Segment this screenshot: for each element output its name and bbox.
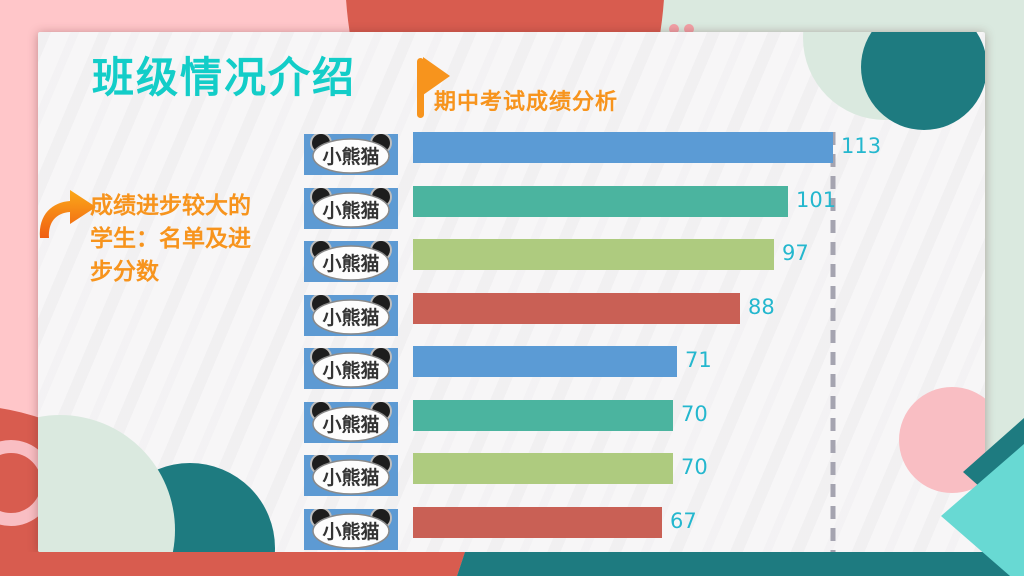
bar	[413, 239, 774, 270]
corner-triangles	[941, 418, 1024, 576]
bar	[413, 185, 788, 217]
bar	[413, 132, 833, 163]
panda-face	[312, 298, 390, 335]
decor-pink-dot	[669, 24, 679, 34]
bottom-strip-coral	[0, 552, 465, 576]
panda-label: 小熊猫	[322, 145, 379, 168]
bar	[413, 453, 673, 484]
chart-row: 小熊猫 113	[38, 132, 985, 180]
decor-cyan-triangle	[941, 444, 1024, 576]
chart-row: 小熊猫 88	[38, 292, 985, 341]
chart-row: 小熊猫 67	[38, 506, 985, 553]
page-title: 班级情况介绍	[92, 53, 357, 102]
chart-row: 小熊猫 70	[38, 453, 985, 501]
bar-value: 97	[782, 241, 809, 265]
panda-badge: 小熊猫	[304, 241, 398, 282]
decor-pink-dot	[684, 24, 694, 34]
panda-badge: 小熊猫	[304, 134, 398, 175]
bar-value: 113	[841, 134, 882, 158]
panda-badge: 小熊猫	[304, 508, 398, 550]
panda-label: 小熊猫	[322, 466, 379, 489]
arrow-icon	[39, 190, 96, 238]
side-note: 成绩进步较大的学生：名单及进步分数	[90, 193, 251, 285]
panda-badge: 小熊猫	[304, 187, 398, 229]
panda-label: 小熊猫	[322, 199, 379, 222]
panda-badge: 小熊猫	[304, 455, 398, 496]
bar	[413, 399, 673, 431]
panda-label: 小熊猫	[322, 306, 379, 329]
panda-label: 小熊猫	[322, 252, 379, 275]
chart-title: 期中考试成绩分析	[434, 90, 619, 115]
chart-row: 小熊猫 101	[38, 185, 985, 234]
panda-badge: 小熊猫	[304, 401, 398, 443]
panda-badge: 小熊猫	[304, 294, 398, 336]
panda-face	[312, 405, 390, 442]
panda-face	[312, 138, 390, 174]
bar-value: 88	[748, 294, 775, 319]
reference-dashed-line	[830, 132, 836, 552]
bar-chart: 小熊猫 113 小熊猫 101 小熊猫 97 小熊猫 88 小熊猫 71 小熊猫…	[38, 32, 985, 552]
panda-face	[312, 459, 390, 495]
bar-value: 70	[681, 401, 708, 426]
slide-card: 班级情况介绍 期中考试成绩分析 成绩进步较大的学生：名单及进步分数 小熊猫 11…	[38, 32, 985, 552]
flag-icon	[417, 57, 450, 118]
bottom-strip-teal	[457, 552, 1024, 576]
bar-value: 70	[681, 455, 708, 479]
decor-teal-circle-top-right	[861, 32, 985, 130]
panda-face	[312, 191, 390, 228]
panda-label: 小熊猫	[322, 359, 379, 382]
panda-label: 小熊猫	[322, 520, 379, 543]
bar-value: 67	[670, 508, 697, 533]
bar	[413, 292, 740, 324]
panda-face	[312, 245, 390, 281]
panda-face	[312, 512, 390, 549]
panda-label: 小熊猫	[322, 413, 379, 436]
bar	[413, 346, 677, 377]
bar	[413, 506, 662, 538]
bottom-strip	[0, 552, 1024, 576]
panda-face	[312, 352, 390, 388]
chart-row: 小熊猫 70	[38, 399, 985, 448]
chart-row: 小熊猫 97	[38, 239, 985, 287]
panda-badge: 小熊猫	[304, 348, 398, 389]
bar-value: 101	[796, 187, 837, 212]
bar-value: 71	[685, 348, 712, 372]
chart-row: 小熊猫 71	[38, 346, 985, 394]
